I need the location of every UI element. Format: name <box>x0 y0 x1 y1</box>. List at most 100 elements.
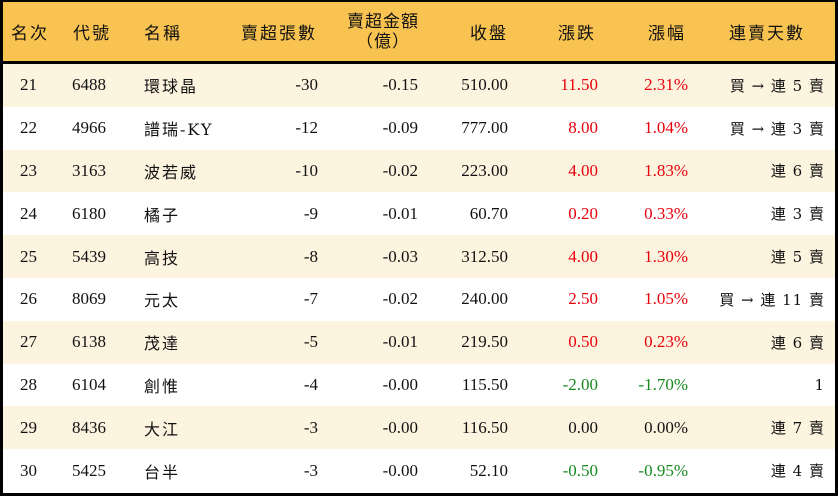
header-close: 收盤 <box>470 24 508 44</box>
cell-net-sell-shares: -7 <box>303 289 318 309</box>
cell-rank: 30 <box>20 460 37 480</box>
cell-streak-days: 買 → 連 11 賣 <box>719 290 825 309</box>
cell-name: 波若威 <box>144 162 199 182</box>
cell-rank: 21 <box>20 75 37 95</box>
cell-change: 11.50 <box>560 75 598 95</box>
cell-code: 5425 <box>72 460 106 480</box>
cell-change-pct: 0.00% <box>644 417 688 437</box>
cell-net-sell-amount: -0.03 <box>382 246 418 266</box>
table-row: 29 8436 大江 -3 -0.00 116.50 0.00 0.00% 連 … <box>3 406 835 450</box>
cell-net-sell-shares: -5 <box>303 332 318 352</box>
cell-net-sell-amount: -0.09 <box>382 118 418 138</box>
header-rank: 名次 <box>11 24 49 44</box>
cell-rank: 24 <box>20 203 37 223</box>
cell-close: 52.10 <box>469 460 508 480</box>
cell-change: 4.00 <box>568 160 598 180</box>
cell-change-pct: 1.04% <box>644 118 688 138</box>
table-row: 25 5439 高技 -8 -0.03 312.50 4.00 1.30% 連 … <box>3 235 835 278</box>
cell-net-sell-shares: -3 <box>303 417 318 437</box>
cell-change-pct: 0.33% <box>644 203 688 223</box>
cell-name: 譜瑞-KY <box>144 120 214 140</box>
cell-change: -2.00 <box>562 374 598 394</box>
header-net-sell-amount-line2: （億） <box>356 31 410 52</box>
table-row: 21 6488 環球晶 -30 -0.15 510.00 11.50 2.31%… <box>3 64 835 107</box>
cell-change-pct: 2.31% <box>644 75 688 95</box>
cell-change-pct: 1.83% <box>644 160 688 180</box>
cell-close: 115.50 <box>461 374 508 394</box>
cell-net-sell-amount: -0.01 <box>382 203 418 223</box>
cell-change-pct: -1.70% <box>638 374 688 394</box>
cell-streak-days: 買 → 連 5 賣 <box>729 76 825 95</box>
cell-net-sell-shares: -12 <box>295 118 318 138</box>
cell-change: -0.50 <box>562 460 598 480</box>
cell-rank: 26 <box>20 289 37 309</box>
table-row: 28 6104 創惟 -4 -0.00 115.50 -2.00 -1.70% … <box>3 363 835 407</box>
cell-change-pct: 1.05% <box>644 289 688 309</box>
cell-close: 777.00 <box>461 118 508 138</box>
cell-streak-days: 連 7 賣 <box>770 419 825 438</box>
cell-code: 6138 <box>72 332 106 352</box>
table-body: 21 6488 環球晶 -30 -0.15 510.00 11.50 2.31%… <box>3 64 835 492</box>
cell-code: 6488 <box>72 75 106 95</box>
cell-code: 8069 <box>72 289 106 309</box>
cell-code: 6104 <box>72 374 106 394</box>
cell-net-sell-shares: -10 <box>295 160 318 180</box>
cell-name: 高技 <box>144 248 181 268</box>
cell-net-sell-amount: -0.00 <box>382 374 418 394</box>
cell-streak-days: 1 <box>814 375 825 394</box>
cell-change: 0.00 <box>568 417 598 437</box>
cell-streak-days: 連 3 賣 <box>770 205 825 224</box>
cell-streak-days: 連 5 賣 <box>770 248 825 267</box>
cell-streak-days: 買 → 連 3 賣 <box>729 119 825 138</box>
table-row: 22 4966 譜瑞-KY -12 -0.09 777.00 8.00 1.04… <box>3 106 835 150</box>
cell-close: 510.00 <box>461 75 508 95</box>
cell-close: 240.00 <box>461 289 508 309</box>
cell-net-sell-amount: -0.15 <box>382 75 418 95</box>
cell-change-pct: 0.23% <box>644 332 688 352</box>
cell-change-pct: 1.30% <box>644 246 688 266</box>
cell-close: 223.00 <box>461 160 508 180</box>
table-row: 23 3163 波若威 -10 -0.02 223.00 4.00 1.83% … <box>3 149 835 193</box>
cell-name: 環球晶 <box>144 77 199 97</box>
cell-close: 116.50 <box>461 417 508 437</box>
cell-change: 0.20 <box>568 203 598 223</box>
header-name: 名稱 <box>144 24 182 44</box>
cell-close: 312.50 <box>461 246 508 266</box>
cell-name: 創惟 <box>144 376 181 396</box>
cell-net-sell-shares: -30 <box>295 75 318 95</box>
cell-change: 8.00 <box>568 118 598 138</box>
cell-rank: 25 <box>20 246 37 266</box>
cell-name: 台半 <box>144 462 181 482</box>
cell-rank: 28 <box>20 374 37 394</box>
cell-net-sell-shares: -8 <box>303 246 318 266</box>
cell-net-sell-amount: -0.02 <box>382 160 418 180</box>
header-streak-days: 連賣天數 <box>729 24 805 44</box>
table-row: 30 5425 台半 -3 -0.00 52.10 -0.50 -0.95% 連… <box>3 449 835 492</box>
cell-code: 4966 <box>72 118 106 138</box>
cell-net-sell-shares: -4 <box>303 374 318 394</box>
cell-change-pct: -0.95% <box>638 460 688 480</box>
cell-net-sell-shares: -9 <box>303 203 318 223</box>
header-change: 漲跌 <box>558 24 596 44</box>
header-net-sell-amount-line1: 賣超金額 <box>347 11 419 32</box>
cell-name: 元太 <box>144 291 181 311</box>
cell-streak-days: 連 4 賣 <box>770 462 825 481</box>
cell-change: 0.50 <box>568 332 598 352</box>
table-row: 27 6138 茂達 -5 -0.01 219.50 0.50 0.23% 連 … <box>3 320 835 364</box>
cell-net-sell-amount: -0.02 <box>382 289 418 309</box>
cell-code: 5439 <box>72 246 106 266</box>
cell-change: 4.00 <box>568 246 598 266</box>
cell-change: 2.50 <box>568 289 598 309</box>
cell-net-sell-amount: -0.00 <box>382 460 418 480</box>
table-header: 名次 代號 名稱 賣超張數 賣超金額 （億） 收盤 漲跌 漲幅 連賣天數 <box>3 2 835 64</box>
cell-code: 3163 <box>72 160 106 180</box>
cell-code: 6180 <box>72 203 106 223</box>
cell-close: 60.70 <box>469 203 508 223</box>
cell-rank: 29 <box>20 417 37 437</box>
cell-name: 大江 <box>144 419 181 439</box>
cell-streak-days: 連 6 賣 <box>770 333 825 352</box>
cell-net-sell-amount: -0.01 <box>382 332 418 352</box>
header-net-sell-shares: 賣超張數 <box>241 24 317 44</box>
table-row: 24 6180 橘子 -9 -0.01 60.70 0.20 0.33% 連 3… <box>3 192 835 236</box>
